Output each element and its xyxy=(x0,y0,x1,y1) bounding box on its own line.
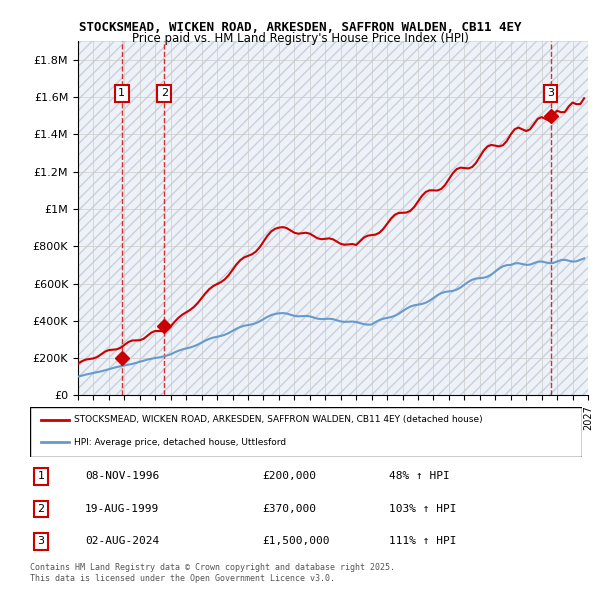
Bar xyxy=(78,41,588,395)
Text: HPI: Average price, detached house, Uttlesford: HPI: Average price, detached house, Uttl… xyxy=(74,438,286,447)
Text: STOCKSMEAD, WICKEN ROAD, ARKESDEN, SAFFRON WALDEN, CB11 4EY: STOCKSMEAD, WICKEN ROAD, ARKESDEN, SAFFR… xyxy=(79,21,521,34)
Text: £1,500,000: £1,500,000 xyxy=(262,536,329,546)
Text: 1: 1 xyxy=(38,471,44,481)
Text: STOCKSMEAD, WICKEN ROAD, ARKESDEN, SAFFRON WALDEN, CB11 4EY (detached house): STOCKSMEAD, WICKEN ROAD, ARKESDEN, SAFFR… xyxy=(74,415,483,424)
Text: 3: 3 xyxy=(547,88,554,99)
Text: 111% ↑ HPI: 111% ↑ HPI xyxy=(389,536,457,546)
Text: 02-AUG-2024: 02-AUG-2024 xyxy=(85,536,160,546)
Text: 19-AUG-1999: 19-AUG-1999 xyxy=(85,504,160,514)
Text: 2: 2 xyxy=(37,504,44,514)
Text: Price paid vs. HM Land Registry's House Price Index (HPI): Price paid vs. HM Land Registry's House … xyxy=(131,32,469,45)
Text: 2: 2 xyxy=(161,88,168,99)
Text: 08-NOV-1996: 08-NOV-1996 xyxy=(85,471,160,481)
Text: £370,000: £370,000 xyxy=(262,504,316,514)
Text: 48% ↑ HPI: 48% ↑ HPI xyxy=(389,471,449,481)
Text: Contains HM Land Registry data © Crown copyright and database right 2025.
This d: Contains HM Land Registry data © Crown c… xyxy=(30,563,395,583)
Text: £200,000: £200,000 xyxy=(262,471,316,481)
Text: 103% ↑ HPI: 103% ↑ HPI xyxy=(389,504,457,514)
Text: 3: 3 xyxy=(38,536,44,546)
Text: 1: 1 xyxy=(118,88,125,99)
